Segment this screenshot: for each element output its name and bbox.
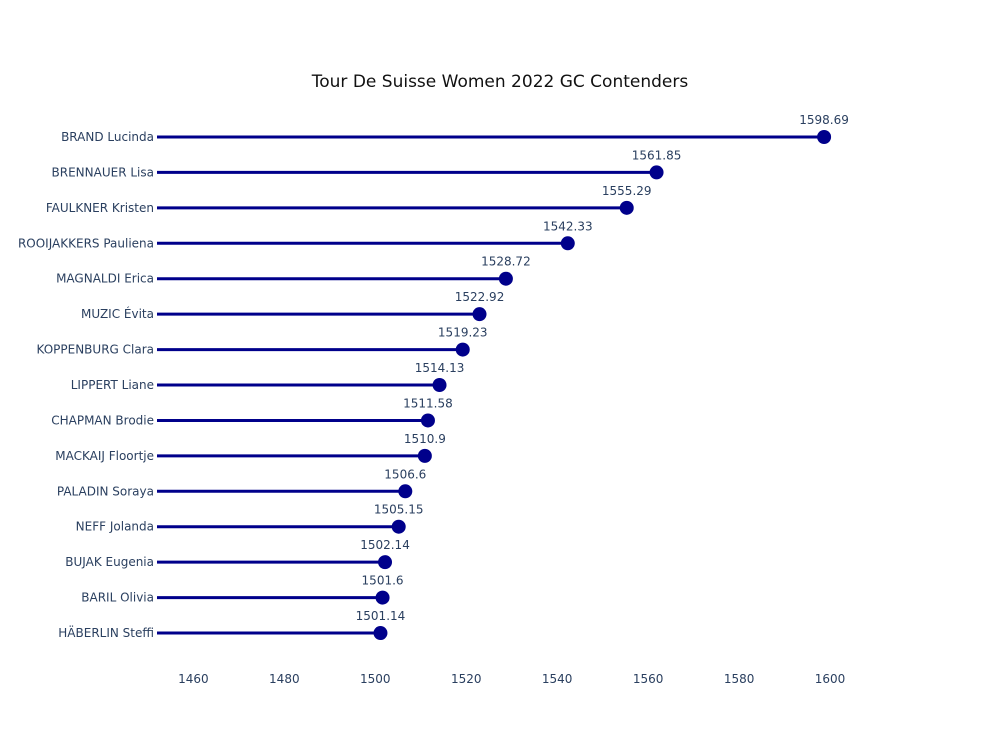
category-label: PALADIN Soraya [57, 484, 154, 498]
lollipop-marker [817, 130, 832, 144]
value-label: 1598.69 [799, 113, 849, 127]
category-label: BARIL Olivia [81, 591, 154, 605]
lollipop-marker [432, 378, 447, 393]
value-label: 1506.6 [384, 467, 426, 481]
category-label: FAULKNER Kristen [46, 201, 154, 215]
value-label: 1561.85 [632, 148, 682, 162]
lollipop-marker [391, 519, 406, 534]
category-label: MUZIC Évita [81, 306, 154, 321]
value-label: 1502.14 [360, 538, 410, 552]
lollipop-marker [560, 236, 575, 251]
lollipop-marker [398, 484, 413, 499]
x-tick-label: 1480 [269, 672, 300, 686]
category-label: ROOIJAKKERS Pauliena [18, 236, 154, 250]
value-label: 1519.23 [438, 326, 488, 340]
category-label: LIPPERT Liane [71, 378, 154, 392]
category-label: MAGNALDI Erica [56, 272, 154, 286]
lollipop-marker [417, 448, 432, 463]
category-label: HÄBERLIN Steffi [58, 625, 154, 640]
value-label: 1514.13 [415, 361, 465, 375]
value-label: 1501.14 [356, 609, 406, 623]
x-tick-label: 1560 [633, 672, 664, 686]
x-tick-label: 1540 [542, 672, 573, 686]
category-label: BUJAK Eugenia [65, 555, 154, 569]
category-label: MACKAIJ Floortje [55, 449, 154, 463]
x-tick-label: 1600 [815, 672, 846, 686]
lollipop-marker [378, 555, 393, 570]
x-axis-ticks: 1460 1480 1500 1520 1540 1560 1580 1600 [178, 672, 845, 686]
x-tick-label: 1520 [451, 672, 482, 686]
category-label: BRENNAUER Lisa [52, 165, 154, 179]
value-label: 1542.33 [543, 219, 593, 233]
lollipop-marker [375, 590, 390, 605]
value-label: 1522.92 [455, 290, 505, 304]
chart-marks: 1598.69 BRAND Lucinda 1561.85 BRENNAUER Lis… [18, 113, 849, 641]
x-tick-label: 1460 [178, 672, 209, 686]
value-label: 1511.58 [403, 396, 453, 410]
x-tick-label: 1500 [360, 672, 391, 686]
chart-title: Tour De Suisse Women 2022 GC Contenders [311, 72, 689, 92]
value-label: 1528.72 [481, 255, 531, 269]
value-label: 1501.6 [362, 574, 404, 588]
value-label: 1555.29 [602, 184, 652, 198]
lollipop-marker [498, 271, 513, 286]
category-label: KOPPENBURG Clara [36, 343, 154, 357]
lollipop-marker [455, 342, 470, 357]
x-tick-label: 1580 [724, 672, 755, 686]
category-label: CHAPMAN Brodie [51, 413, 154, 427]
value-label: 1510.9 [404, 432, 446, 446]
lollipop-marker [420, 413, 435, 428]
lollipop-marker [649, 165, 664, 180]
lollipop-marker [373, 626, 388, 641]
category-label: BRAND Lucinda [61, 130, 154, 144]
category-label: NEFF Jolanda [76, 520, 154, 534]
lollipop-marker [472, 307, 487, 322]
value-label: 1505.15 [374, 503, 424, 517]
lollipop-marker [619, 200, 634, 215]
